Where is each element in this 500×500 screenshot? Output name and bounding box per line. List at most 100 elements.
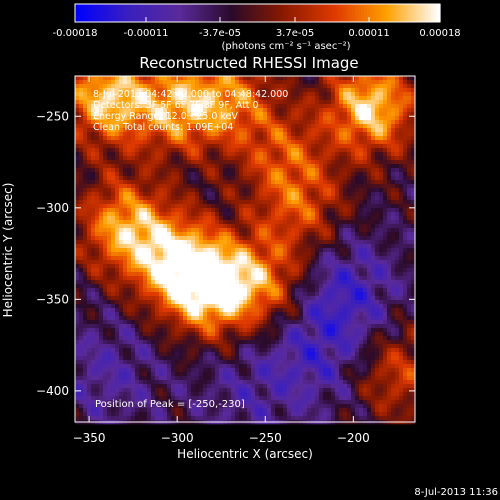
heatmap-cell [351, 144, 356, 149]
heatmap-cell [327, 256, 332, 261]
heatmap-cell [331, 140, 336, 145]
heatmap-cell [395, 196, 400, 201]
heatmap-cell [359, 128, 364, 133]
heatmap-cell [315, 104, 320, 109]
heatmap-cell [335, 248, 340, 253]
heatmap-cell [335, 128, 340, 133]
heatmap-cell [295, 140, 300, 145]
heatmap-cell [79, 132, 84, 137]
heatmap-cell [191, 196, 196, 201]
heatmap-cell [379, 164, 384, 169]
heatmap-cell [279, 244, 284, 249]
heatmap-cell [339, 200, 344, 205]
heatmap-cell [331, 256, 336, 261]
heatmap-cell [371, 92, 376, 97]
heatmap-cell [291, 248, 296, 253]
heatmap-cell [267, 284, 272, 289]
heatmap-cell [395, 136, 400, 141]
heatmap-cell [111, 88, 116, 93]
heatmap-cell [275, 220, 280, 225]
heatmap-cell [399, 120, 404, 125]
heatmap-cell [275, 104, 280, 109]
heatmap-cell [327, 296, 332, 301]
heatmap-cell [271, 120, 276, 125]
heatmap-cell [371, 268, 376, 273]
heatmap-cell [355, 124, 360, 129]
heatmap-cell [283, 232, 288, 237]
heatmap-cell [363, 108, 368, 113]
heatmap-cell [215, 80, 220, 85]
heatmap-cell [255, 136, 260, 141]
heatmap-cell [147, 180, 152, 185]
heatmap-cell [223, 264, 228, 269]
heatmap-cell [303, 160, 308, 165]
heatmap-cell [135, 248, 140, 253]
heatmap-cell [375, 256, 380, 261]
heatmap-cell [383, 300, 388, 305]
heatmap-cell [323, 212, 328, 217]
heatmap-cell [147, 128, 152, 133]
heatmap-cell [347, 292, 352, 297]
heatmap-cell [355, 132, 360, 137]
heatmap-cell [179, 120, 184, 125]
heatmap-cell [139, 232, 144, 237]
heatmap-cell [243, 232, 248, 237]
heatmap-cell [183, 240, 188, 245]
heatmap-cell [167, 284, 172, 289]
heatmap-cell [331, 272, 336, 277]
heatmap-cell [159, 284, 164, 289]
heatmap-cell [219, 248, 224, 253]
heatmap-cell [263, 264, 268, 269]
heatmap-cell [275, 260, 280, 265]
heatmap-cell [139, 276, 144, 281]
heatmap-cell [347, 164, 352, 169]
heatmap-cell [327, 124, 332, 129]
heatmap-cell [83, 80, 88, 85]
heatmap-cell [139, 184, 144, 189]
heatmap-cell [139, 224, 144, 229]
heatmap-cell [399, 212, 404, 217]
heatmap-cell [143, 92, 148, 97]
heatmap-cell [295, 96, 300, 101]
heatmap-cell [159, 92, 164, 97]
heatmap-cell [323, 84, 328, 89]
heatmap-cell [175, 280, 180, 285]
heatmap-cell [159, 164, 164, 169]
heatmap-cell [343, 176, 348, 181]
heatmap-cell [151, 276, 156, 281]
heatmap-cell [275, 232, 280, 237]
heatmap-cell [171, 96, 176, 101]
heatmap-cell [155, 268, 160, 273]
heatmap-cell [75, 84, 80, 89]
heatmap-cell [127, 304, 132, 309]
heatmap-cell [251, 76, 256, 81]
heatmap-cell [271, 240, 276, 245]
heatmap-cell [151, 236, 156, 241]
heatmap-cell [163, 212, 168, 217]
heatmap-cell [119, 124, 124, 129]
heatmap-cell [95, 120, 100, 125]
heatmap-cell [159, 300, 164, 305]
heatmap-cell [123, 240, 128, 245]
heatmap-cell [355, 116, 360, 121]
heatmap-cell [111, 264, 116, 269]
heatmap-cell [347, 132, 352, 137]
heatmap-cell [147, 224, 152, 229]
heatmap-cell [339, 204, 344, 209]
heatmap-cell [91, 156, 96, 161]
heatmap-cell [111, 100, 116, 105]
heatmap-cell [219, 172, 224, 177]
heatmap-cell [363, 220, 368, 225]
heatmap-cell [319, 180, 324, 185]
colorbar-segment [102, 4, 107, 22]
heatmap-cell [315, 76, 320, 81]
heatmap-cell [251, 264, 256, 269]
heatmap-cell [87, 140, 92, 145]
heatmap-cell [331, 264, 336, 269]
heatmap-cell [395, 164, 400, 169]
heatmap-cell [315, 208, 320, 213]
heatmap-cell [135, 92, 140, 97]
colorbar-segment [284, 4, 289, 22]
heatmap-cell [207, 296, 212, 301]
heatmap-cell [111, 96, 116, 101]
